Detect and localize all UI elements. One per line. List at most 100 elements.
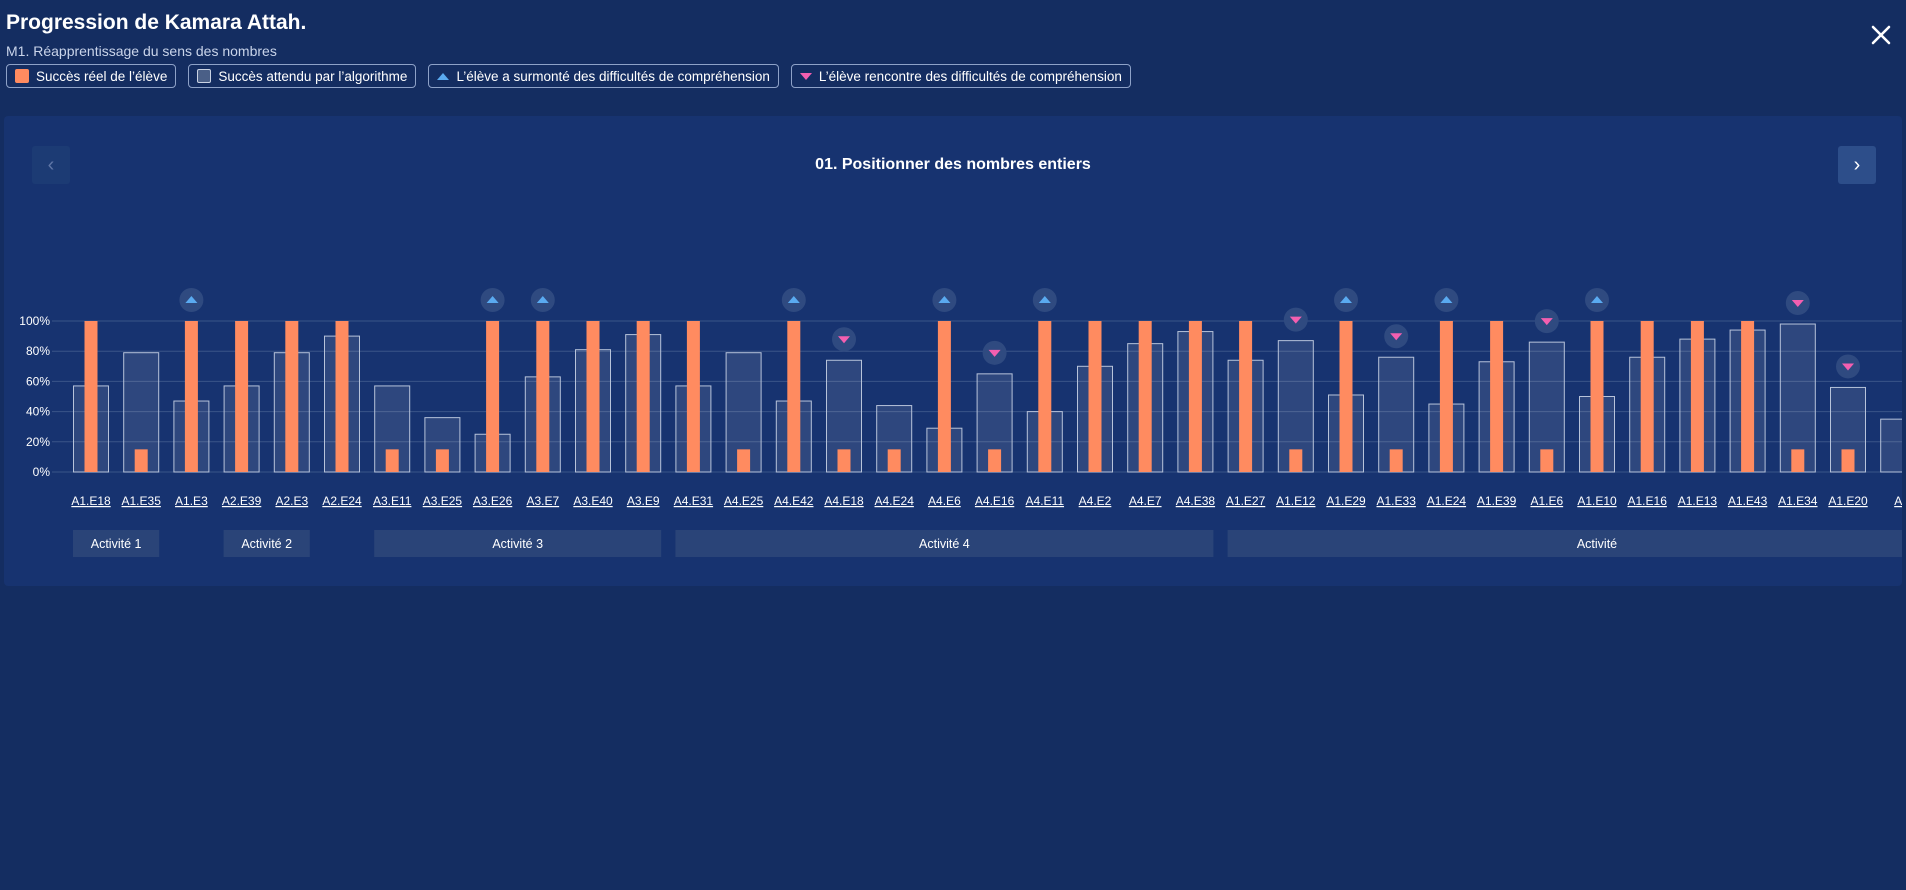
next-button[interactable]: ›: [1838, 146, 1876, 184]
triangle-up-icon: [536, 296, 549, 303]
x-tick-label[interactable]: A2.E3: [275, 494, 308, 508]
x-tick-label[interactable]: A1.E6: [1530, 494, 1563, 508]
x-tick-label[interactable]: A1.E16: [1628, 494, 1668, 508]
actual-bar: [1289, 449, 1303, 472]
x-tick-label[interactable]: A4.E31: [674, 494, 714, 508]
x-tick-label[interactable]: A4.E16: [975, 494, 1015, 508]
x-tick-label[interactable]: A1.E20: [1828, 494, 1868, 508]
x-tick-label[interactable]: A3.E9: [627, 494, 660, 508]
activity-label: Activité: [1577, 537, 1617, 551]
x-tick-label[interactable]: A4.E42: [774, 494, 814, 508]
actual-bar: [435, 449, 449, 472]
actual-bar: [1239, 321, 1253, 472]
actual-bar: [1389, 449, 1403, 472]
actual-bar: [787, 321, 801, 472]
legend-actual[interactable]: Succès réel de l’élève: [6, 64, 177, 88]
previous-button: ‹: [32, 146, 70, 184]
triangle-up-icon: [486, 296, 499, 303]
x-tick-label[interactable]: A1.E12: [1276, 494, 1316, 508]
x-tick-label[interactable]: A3.E7: [526, 494, 559, 508]
activity-label: Activité 2: [241, 537, 292, 551]
actual-bar: [686, 321, 700, 472]
chevron-right-icon: ›: [1853, 153, 1861, 176]
actual-bar: [636, 321, 650, 472]
x-tick-label[interactable]: A4.E24: [875, 494, 915, 508]
actual-bar: [1590, 321, 1604, 472]
x-tick-label[interactable]: A1.E18: [71, 494, 111, 508]
triangle-down-icon: [838, 336, 850, 344]
triangle-down-icon: [1289, 316, 1302, 324]
legend-struggling[interactable]: L’élève rencontre des difficultés de com…: [790, 64, 1131, 88]
expected-bar: [1277, 340, 1314, 473]
gray-swatch-icon: [197, 69, 212, 83]
actual-bar: [84, 321, 98, 472]
x-tick-label[interactable]: A1.E43: [1728, 494, 1768, 508]
close-icon: [1871, 25, 1891, 45]
activity-label: Activité 3: [492, 537, 543, 551]
x-tick-label[interactable]: A4.E38: [1176, 494, 1216, 508]
actual-bar: [385, 449, 399, 472]
x-tick-label[interactable]: A4.E11: [1026, 494, 1065, 508]
x-tick-label[interactable]: A2.E39: [222, 494, 262, 508]
activity-group: [374, 530, 662, 557]
actual-bar: [235, 321, 249, 472]
x-tick-label[interactable]: A: [1894, 494, 1902, 508]
chart-panel: ‹ 01. Positionner des nombres entiers › …: [4, 116, 1902, 586]
expected-bar: [1779, 323, 1816, 473]
actual-bar: [887, 449, 901, 472]
x-tick-label[interactable]: A4.E25: [724, 494, 764, 508]
actual-bar: [586, 321, 600, 472]
actual-bar: [1690, 321, 1704, 472]
x-tick-label[interactable]: A4.E18: [824, 494, 864, 508]
x-tick-label[interactable]: A1.E13: [1678, 494, 1718, 508]
legend-overcame[interactable]: L’élève a surmonté des difficultés de co…: [428, 64, 779, 88]
actual-bar: [837, 449, 851, 472]
x-tick-label[interactable]: A4.E7: [1129, 494, 1162, 508]
legend-expected[interactable]: Succès attendu par l’algorithme: [188, 64, 417, 88]
x-tick-label[interactable]: A1.E3: [175, 494, 208, 508]
activity-group: [675, 530, 1214, 557]
x-tick-label[interactable]: A3.E26: [473, 494, 513, 508]
activity-label: Activité 1: [91, 537, 142, 551]
bar-chart: 0% 20% 40% 60% 80% 100% A1.E18 A1.E35 A1.E3 A2.E3…: [19, 288, 1902, 557]
x-tick-label[interactable]: A1.E24: [1427, 494, 1467, 508]
activity-group: [73, 530, 160, 557]
activity-label: Activité 4: [919, 537, 970, 551]
x-tick-label[interactable]: A4.E6: [928, 494, 961, 508]
actual-bar: [1188, 321, 1202, 472]
triangle-down-icon: [1540, 318, 1553, 326]
actual-bar: [184, 321, 198, 472]
x-tick-label[interactable]: A1.E39: [1477, 494, 1517, 508]
x-tick-label[interactable]: A1.E10: [1577, 494, 1617, 508]
x-tick-label[interactable]: A2.E24: [322, 494, 362, 508]
page-subtitle: M1. Réapprentissage du sens des nombres: [6, 43, 277, 59]
actual-bar: [1088, 321, 1102, 472]
y-tick-label: 40%: [26, 405, 50, 419]
x-tick-label[interactable]: A3.E25: [423, 494, 463, 508]
triangle-down-icon: [1791, 300, 1804, 308]
actual-bar: [1841, 449, 1855, 472]
x-tick-label[interactable]: A3.E11: [373, 494, 412, 508]
actual-bar: [737, 449, 751, 472]
x-tick-label[interactable]: A1.E27: [1226, 494, 1266, 508]
activity-group: [223, 530, 310, 557]
y-tick-label: 0%: [33, 465, 51, 479]
close-button[interactable]: [1866, 20, 1896, 50]
x-tick-label[interactable]: A3.E40: [573, 494, 613, 508]
x-tick-label[interactable]: A1.E35: [122, 494, 162, 508]
x-tick-label[interactable]: A4.E2: [1079, 494, 1112, 508]
triangle-up-icon: [1340, 296, 1352, 303]
activity-group: [1227, 530, 1902, 557]
actual-bar: [285, 321, 299, 472]
x-tick-label[interactable]: A1.E29: [1326, 494, 1366, 508]
triangle-up-icon: [185, 296, 198, 303]
legend-actual-label: Succès réel de l’élève: [36, 68, 168, 84]
actual-bar: [1741, 321, 1755, 472]
actual-bar: [1540, 449, 1554, 472]
y-tick-label: 20%: [26, 435, 50, 449]
triangle-up-icon: [787, 296, 800, 303]
legend-struggling-label: L’élève rencontre des difficultés de com…: [818, 68, 1122, 84]
x-tick-label[interactable]: A1.E34: [1778, 494, 1818, 508]
chart-title: 01. Positionner des nombres entiers: [815, 156, 1091, 173]
x-tick-label[interactable]: A1.E33: [1377, 494, 1417, 508]
